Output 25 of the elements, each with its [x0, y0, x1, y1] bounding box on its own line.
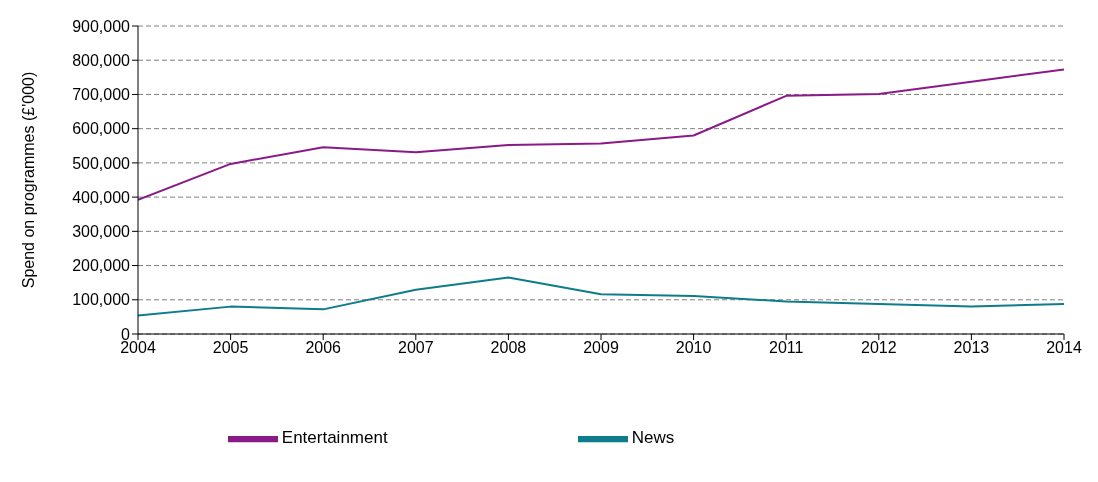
line-series	[138, 276, 1064, 317]
x-tick-label: 2013	[953, 339, 990, 357]
y-axis-title: Spend on programmes (£'000)	[19, 71, 37, 289]
legend-label: Entertainment	[281, 428, 388, 448]
y-tick-label: 700,000	[72, 86, 131, 104]
x-tick-label: 2008	[490, 339, 527, 357]
x-tick-label: 2005	[212, 339, 249, 357]
y-tick-label: 400,000	[72, 188, 131, 206]
x-tick-label: 2010	[675, 339, 712, 357]
y-tick-label: 100,000	[72, 291, 131, 309]
y-tick-label: 500,000	[72, 154, 131, 172]
y-tick-label: 200,000	[72, 257, 131, 275]
x-tick-label: 2007	[398, 339, 434, 357]
x-tick-label: 2014	[1046, 339, 1082, 357]
y-tick-label: 900,000	[72, 17, 131, 35]
x-tick-label: 2011	[769, 339, 804, 357]
line-series	[138, 68, 1064, 201]
x-tick-label: 2012	[861, 339, 897, 357]
y-tick-label: 600,000	[72, 120, 131, 138]
y-tick-label: 300,000	[72, 223, 131, 241]
y-tick-label: 800,000	[72, 51, 131, 69]
x-tick-label: 2006	[305, 339, 342, 357]
legend-label: News	[631, 428, 675, 448]
x-tick-label: 2009	[583, 339, 619, 357]
x-tick-label: 2004	[120, 339, 156, 357]
